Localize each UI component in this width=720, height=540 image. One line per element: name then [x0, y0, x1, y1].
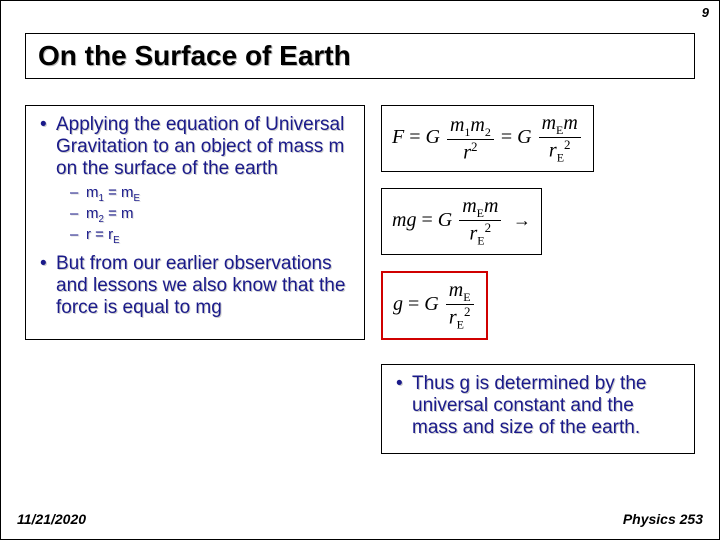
right-bullet-1-text: Thus g is determined by the universal co… — [412, 373, 646, 438]
sb1-b: = m — [104, 184, 134, 201]
sub-bullet-2: m2 = m — [56, 205, 354, 226]
title-box: On the Surface of Earth — [25, 33, 695, 79]
sb1-a: m — [86, 184, 99, 201]
footer-date: 11/21/2020 — [17, 511, 86, 527]
sub-bullet-1: m1 = mE — [56, 184, 354, 205]
sb3-subE: E — [113, 235, 120, 246]
sb1-subE: E — [134, 193, 141, 204]
right-column: F = G m1m2r2 = G mEmrE2 mg = G mEmrE2 → … — [381, 105, 695, 454]
equation-1: F = G m1m2r2 = G mEmrE2 — [381, 105, 594, 172]
bullet-1-text: Applying the equation of Universal Gravi… — [56, 114, 344, 179]
bullet-2: But from our earlier observations and le… — [36, 253, 354, 319]
equation-3-highlighted: g = G mErE2 — [381, 271, 488, 340]
sb2-a: m — [86, 205, 99, 222]
slide-number: 9 — [702, 5, 709, 20]
equation-2: mg = G mEmrE2 → — [381, 188, 542, 255]
sb2-b: = m — [104, 205, 134, 222]
footer-course: Physics 253 — [623, 511, 703, 527]
sub-bullet-3: r = rE — [56, 226, 354, 247]
sb3-a: r = r — [86, 226, 113, 243]
bullet-1: Applying the equation of Universal Gravi… — [36, 114, 354, 247]
right-bullet-1: Thus g is determined by the universal co… — [392, 373, 684, 439]
bullet-2-text: But from our earlier observations and le… — [56, 253, 345, 318]
slide-title: On the Surface of Earth — [38, 40, 682, 72]
right-bullet-box: Thus g is determined by the universal co… — [381, 364, 695, 454]
left-column: Applying the equation of Universal Gravi… — [25, 105, 365, 340]
